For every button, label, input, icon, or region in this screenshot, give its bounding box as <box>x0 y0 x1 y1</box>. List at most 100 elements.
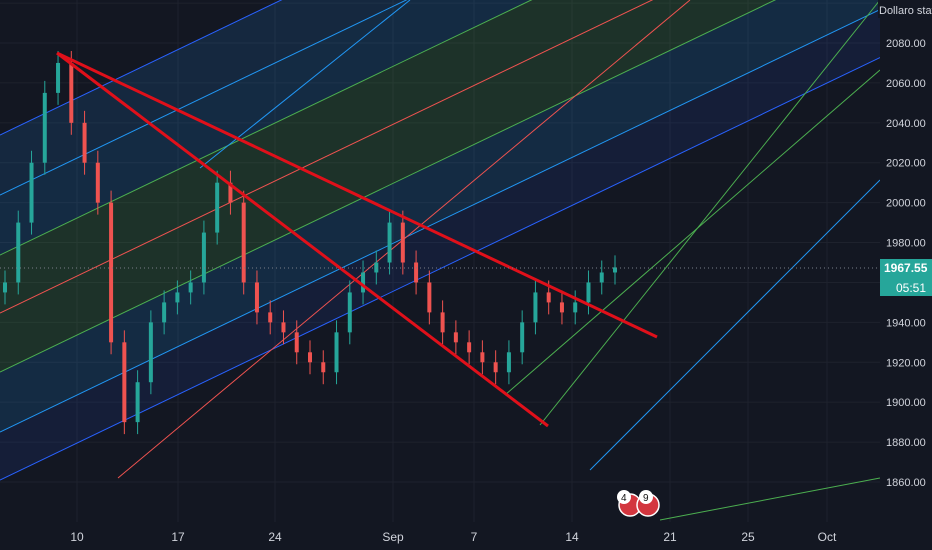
candle-body[interactable] <box>493 362 498 373</box>
trend-lines[interactable] <box>56 51 658 428</box>
time-tick-label: Oct <box>818 530 837 544</box>
fan-line[interactable] <box>199 0 411 169</box>
candle-body[interactable] <box>440 312 445 333</box>
price-tick-label: 1900.00 <box>886 397 926 409</box>
price-tick-label: 2080.00 <box>886 38 926 50</box>
currency-label: Dollaro statunitense <box>879 5 932 17</box>
candle-body[interactable] <box>16 222 21 283</box>
candlestick-series[interactable] <box>3 50 617 435</box>
price-tick-label: 2020.00 <box>886 158 926 170</box>
currency-label-box <box>878 0 932 18</box>
candle-body[interactable] <box>308 352 312 363</box>
last-price-value: 1967.55 <box>884 261 928 275</box>
event-badges[interactable]: 4 9 <box>617 490 660 517</box>
price-tick-label: 2000.00 <box>886 198 926 210</box>
channel-line[interactable] <box>0 0 880 314</box>
fan-line[interactable] <box>539 0 881 426</box>
fan-line[interactable] <box>659 477 881 521</box>
candle-body[interactable] <box>241 202 246 283</box>
event-count-badge <box>617 490 631 504</box>
countdown-timer: 05:51 <box>896 281 926 295</box>
candle-body[interactable] <box>56 62 61 93</box>
time-tick-label: 14 <box>565 530 579 544</box>
time-axis[interactable] <box>0 522 932 550</box>
time-axis-labels: 10 17 24 Sep 7 14 21 25 Oct <box>70 530 837 544</box>
candle-body[interactable] <box>281 322 286 333</box>
price-tick-label: 1920.00 <box>886 357 926 369</box>
grid-lines <box>0 0 880 522</box>
candle-body[interactable] <box>453 332 458 343</box>
candle-body[interactable] <box>82 122 87 163</box>
candle-body[interactable] <box>254 282 259 313</box>
channel-line[interactable] <box>0 0 880 373</box>
channel-line[interactable] <box>0 9 881 433</box>
candle-body[interactable] <box>506 352 511 373</box>
candle-body[interactable] <box>95 162 100 203</box>
time-tick-label: Sep <box>382 530 404 544</box>
last-price-badge: 1967.55 05:51 <box>880 259 932 296</box>
candle-body[interactable] <box>559 302 564 313</box>
candle-body[interactable] <box>573 302 578 313</box>
candle-body[interactable] <box>29 162 34 223</box>
channel-line[interactable] <box>0 57 881 481</box>
channel-line[interactable] <box>0 0 880 136</box>
candle-body[interactable] <box>334 332 339 373</box>
candle-body[interactable] <box>347 292 352 333</box>
candle-body[interactable] <box>228 182 233 203</box>
channel-line[interactable] <box>0 0 880 256</box>
candle-body[interactable] <box>480 352 485 363</box>
candle-body[interactable] <box>467 342 472 353</box>
fan-line[interactable] <box>589 179 881 471</box>
time-tick-label: 25 <box>741 530 755 544</box>
candle-body[interactable] <box>533 292 538 323</box>
event-count-1: 4 <box>621 493 627 504</box>
candle-body[interactable] <box>586 282 591 303</box>
fibonacci-channel[interactable] <box>0 0 881 521</box>
candle-body[interactable] <box>599 272 604 283</box>
price-tick-label: 1980.00 <box>886 238 926 250</box>
time-tick-label: 7 <box>471 530 478 544</box>
candle-body[interactable] <box>215 182 220 233</box>
time-tick-label: 17 <box>171 530 185 544</box>
trend-line-lower[interactable] <box>56 51 549 428</box>
event-count-2: 9 <box>643 493 649 504</box>
candle-body[interactable] <box>148 322 153 383</box>
candle-body[interactable] <box>122 342 127 423</box>
channel-band-fill <box>0 9 880 480</box>
candle-body[interactable] <box>3 282 7 293</box>
candle-body[interactable] <box>427 282 432 313</box>
candle-body[interactable] <box>109 202 114 343</box>
trend-line-upper[interactable] <box>56 51 658 339</box>
candle-body[interactable] <box>201 232 206 283</box>
price-tick-label: 1880.00 <box>886 437 926 449</box>
candle-body[interactable] <box>387 222 392 263</box>
channel-band-fill <box>0 0 880 432</box>
candle-body[interactable] <box>294 332 299 353</box>
time-tick-label: 21 <box>663 530 677 544</box>
candle-body[interactable] <box>175 292 180 303</box>
candle-body[interactable] <box>520 322 525 353</box>
candle-body[interactable] <box>400 222 405 263</box>
channel-line[interactable] <box>0 0 880 196</box>
candle-body[interactable] <box>321 362 326 373</box>
price-tick-label: 1860.00 <box>886 477 926 489</box>
candle-body[interactable] <box>414 262 419 283</box>
candle-body[interactable] <box>546 292 551 303</box>
candle-body[interactable] <box>188 282 193 293</box>
candle-body[interactable] <box>162 302 167 323</box>
time-tick-label: 10 <box>70 530 84 544</box>
candle-body[interactable] <box>69 62 74 123</box>
time-tick-label: 24 <box>268 530 282 544</box>
price-tick-label: 1940.00 <box>886 317 926 329</box>
price-tick-label: 2060.00 <box>886 78 926 90</box>
fan-line[interactable] <box>504 69 881 396</box>
candle-body[interactable] <box>268 312 273 323</box>
candle-body[interactable] <box>42 92 47 163</box>
candle-body[interactable] <box>613 267 617 273</box>
candle-body[interactable] <box>135 382 140 423</box>
candle-body[interactable] <box>374 262 379 273</box>
event-count-badge <box>639 490 653 504</box>
candle-body[interactable] <box>361 272 366 293</box>
